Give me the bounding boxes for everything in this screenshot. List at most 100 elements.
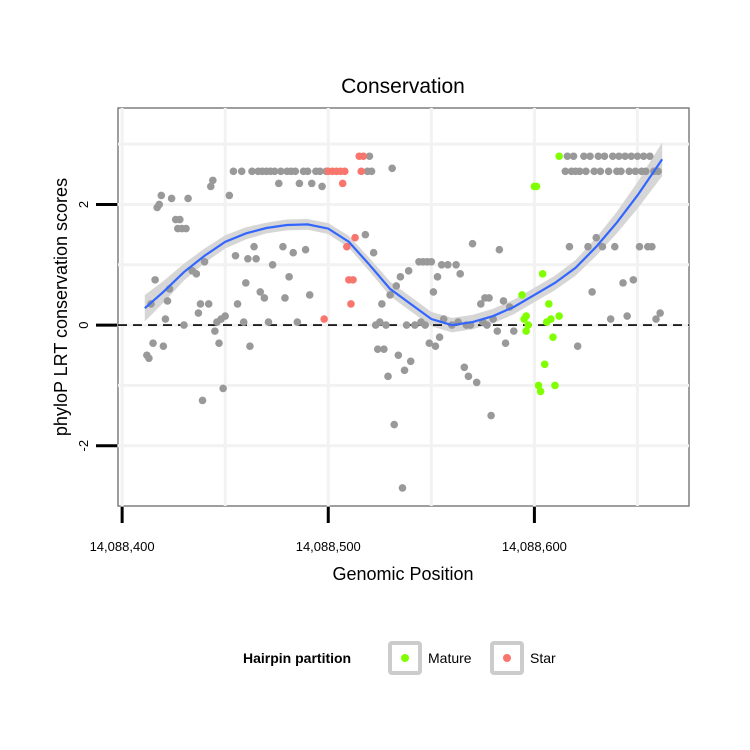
point-other bbox=[392, 282, 401, 290]
point-other bbox=[194, 309, 203, 317]
point-other bbox=[192, 270, 201, 278]
point-other bbox=[231, 251, 240, 260]
y-tick-label: 0 bbox=[76, 321, 91, 328]
point-other bbox=[592, 233, 601, 242]
x-tick-label: 14,088,600 bbox=[502, 539, 567, 554]
point-other bbox=[244, 254, 252, 263]
point-other bbox=[598, 242, 607, 251]
point-other bbox=[495, 245, 504, 254]
legend-key-mature bbox=[401, 654, 409, 662]
point-other bbox=[648, 242, 656, 251]
point-other bbox=[582, 167, 590, 176]
y-axis: -2 0 2 bbox=[76, 201, 117, 451]
point-other bbox=[439, 315, 448, 323]
point-other bbox=[635, 242, 644, 251]
point-other bbox=[483, 321, 491, 329]
point-star bbox=[347, 300, 355, 308]
point-mature bbox=[538, 270, 547, 278]
point-other bbox=[402, 321, 411, 329]
point-other bbox=[617, 167, 625, 176]
point-other bbox=[604, 167, 613, 176]
point-other bbox=[429, 288, 438, 296]
point-other bbox=[425, 339, 434, 347]
data-points bbox=[143, 152, 664, 492]
point-other bbox=[289, 248, 298, 257]
point-other bbox=[239, 318, 248, 326]
point-other bbox=[652, 315, 660, 323]
point-other bbox=[293, 318, 302, 326]
point-other bbox=[444, 260, 452, 269]
point-mature bbox=[536, 387, 545, 396]
point-mature bbox=[532, 182, 541, 191]
point-other bbox=[378, 300, 386, 308]
point-other bbox=[246, 342, 254, 350]
point-mature bbox=[555, 152, 563, 161]
point-other bbox=[621, 152, 629, 161]
point-other bbox=[180, 321, 188, 329]
point-other bbox=[295, 179, 304, 188]
point-other bbox=[641, 167, 650, 176]
point-other bbox=[573, 342, 582, 350]
point-other bbox=[184, 194, 192, 203]
point-other bbox=[375, 318, 384, 326]
point-other bbox=[485, 294, 493, 302]
point-other bbox=[159, 342, 168, 350]
point-other bbox=[264, 318, 273, 326]
point-other bbox=[619, 279, 627, 287]
point-other bbox=[588, 288, 596, 296]
point-other bbox=[631, 167, 640, 176]
point-other bbox=[596, 167, 605, 176]
point-other bbox=[250, 242, 258, 251]
point-other bbox=[656, 309, 664, 317]
point-other bbox=[569, 152, 578, 161]
point-other bbox=[242, 279, 250, 287]
point-other bbox=[167, 194, 176, 203]
point-other bbox=[610, 242, 619, 251]
point-other bbox=[155, 200, 164, 209]
point-other bbox=[563, 152, 572, 161]
point-other bbox=[406, 357, 415, 366]
point-other bbox=[431, 342, 440, 350]
point-other bbox=[629, 276, 638, 284]
point-other bbox=[305, 291, 314, 299]
x-axis-label: Genomic Position bbox=[332, 564, 473, 584]
point-mature bbox=[549, 333, 557, 341]
point-other bbox=[369, 248, 378, 257]
point-other bbox=[196, 300, 205, 308]
legend-title: Hairpin partition bbox=[243, 650, 351, 666]
point-mature bbox=[545, 300, 553, 308]
point-other bbox=[204, 300, 213, 308]
point-other bbox=[584, 242, 592, 251]
smooth-line-layer bbox=[144, 158, 664, 327]
point-other bbox=[176, 215, 184, 224]
point-mature bbox=[522, 327, 530, 335]
point-other bbox=[501, 339, 510, 347]
point-other bbox=[398, 484, 407, 492]
point-other bbox=[575, 167, 584, 176]
point-other bbox=[646, 152, 654, 161]
point-other bbox=[394, 351, 403, 360]
point-other bbox=[252, 254, 260, 263]
point-other bbox=[499, 297, 508, 305]
legend-label-star: Star bbox=[530, 650, 556, 666]
point-other bbox=[318, 182, 326, 191]
point-other bbox=[590, 167, 598, 176]
point-other bbox=[151, 276, 159, 284]
point-other bbox=[221, 312, 229, 320]
point-star bbox=[357, 167, 366, 176]
x-axis: 14,088,400 14,088,500 14,088,600 bbox=[90, 507, 567, 554]
y-tick-label: 2 bbox=[76, 201, 91, 208]
point-other bbox=[452, 260, 460, 269]
point-other bbox=[281, 294, 289, 302]
point-other bbox=[435, 333, 444, 341]
point-other bbox=[200, 257, 209, 266]
point-mature bbox=[540, 360, 549, 369]
point-other bbox=[279, 242, 287, 251]
smooth-fit-line bbox=[144, 158, 664, 327]
point-other bbox=[594, 152, 603, 161]
point-mature bbox=[555, 312, 563, 320]
point-other bbox=[256, 288, 265, 296]
point-other bbox=[215, 339, 223, 347]
point-other bbox=[316, 167, 324, 176]
point-star bbox=[338, 179, 347, 188]
